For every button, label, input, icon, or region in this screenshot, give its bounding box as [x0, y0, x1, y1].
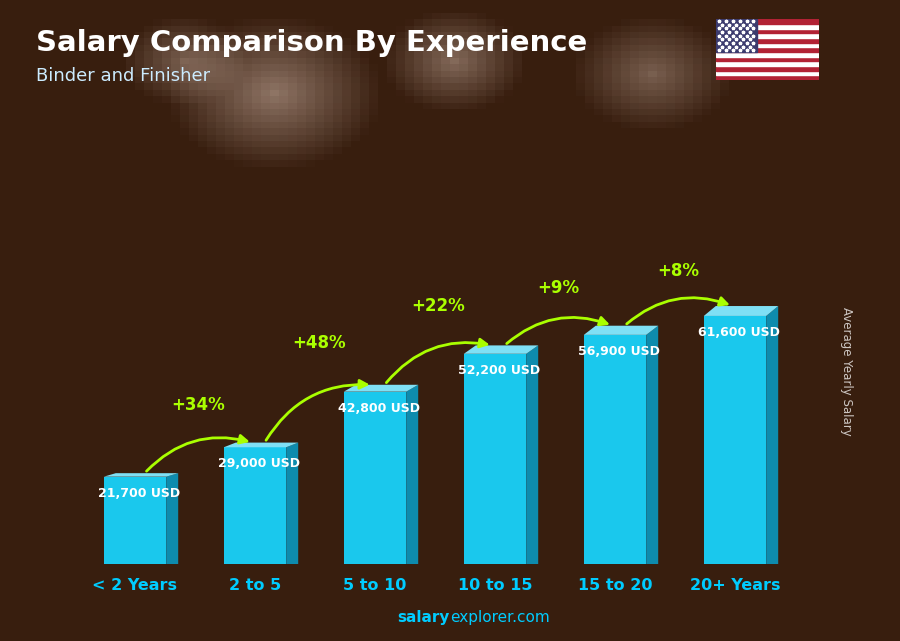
Text: Binder and Finisher: Binder and Finisher [36, 67, 210, 85]
Bar [716, 29, 819, 33]
Text: Average Yearly Salary: Average Yearly Salary [840, 308, 852, 436]
Polygon shape [104, 473, 178, 477]
Text: Salary Comparison By Experience: Salary Comparison By Experience [36, 29, 587, 57]
Bar [716, 66, 819, 71]
Text: 29,000 USD: 29,000 USD [218, 457, 300, 470]
Bar [716, 43, 819, 47]
Polygon shape [646, 326, 658, 564]
Bar [716, 19, 819, 24]
Polygon shape [704, 316, 766, 564]
Bar [716, 71, 819, 76]
Bar [716, 24, 819, 29]
Text: +48%: +48% [292, 333, 346, 352]
Bar [716, 38, 819, 43]
Polygon shape [464, 354, 526, 564]
Bar [716, 52, 819, 56]
Polygon shape [766, 306, 778, 564]
Polygon shape [344, 392, 406, 564]
Text: 42,800 USD: 42,800 USD [338, 402, 419, 415]
Text: 56,900 USD: 56,900 USD [578, 345, 660, 358]
Bar [716, 76, 819, 80]
Text: 52,200 USD: 52,200 USD [457, 363, 540, 377]
Text: +8%: +8% [658, 262, 699, 280]
Text: +34%: +34% [172, 396, 226, 414]
Polygon shape [584, 326, 658, 335]
Text: +9%: +9% [537, 279, 580, 297]
Text: explorer.com: explorer.com [450, 610, 550, 625]
Polygon shape [584, 335, 646, 564]
Bar [716, 62, 819, 66]
Bar [716, 19, 757, 52]
Text: +22%: +22% [411, 297, 465, 315]
Polygon shape [526, 345, 538, 564]
Polygon shape [104, 477, 166, 564]
Text: 21,700 USD: 21,700 USD [97, 487, 180, 499]
Polygon shape [464, 345, 538, 354]
Polygon shape [166, 473, 178, 564]
Bar [716, 56, 819, 62]
Bar [716, 33, 819, 38]
Text: 61,600 USD: 61,600 USD [698, 326, 779, 339]
Polygon shape [224, 447, 286, 564]
Polygon shape [286, 442, 298, 564]
Text: salary: salary [398, 610, 450, 625]
Bar [716, 47, 819, 52]
Polygon shape [704, 306, 778, 316]
Polygon shape [406, 385, 419, 564]
Polygon shape [224, 442, 298, 447]
Polygon shape [344, 385, 418, 392]
